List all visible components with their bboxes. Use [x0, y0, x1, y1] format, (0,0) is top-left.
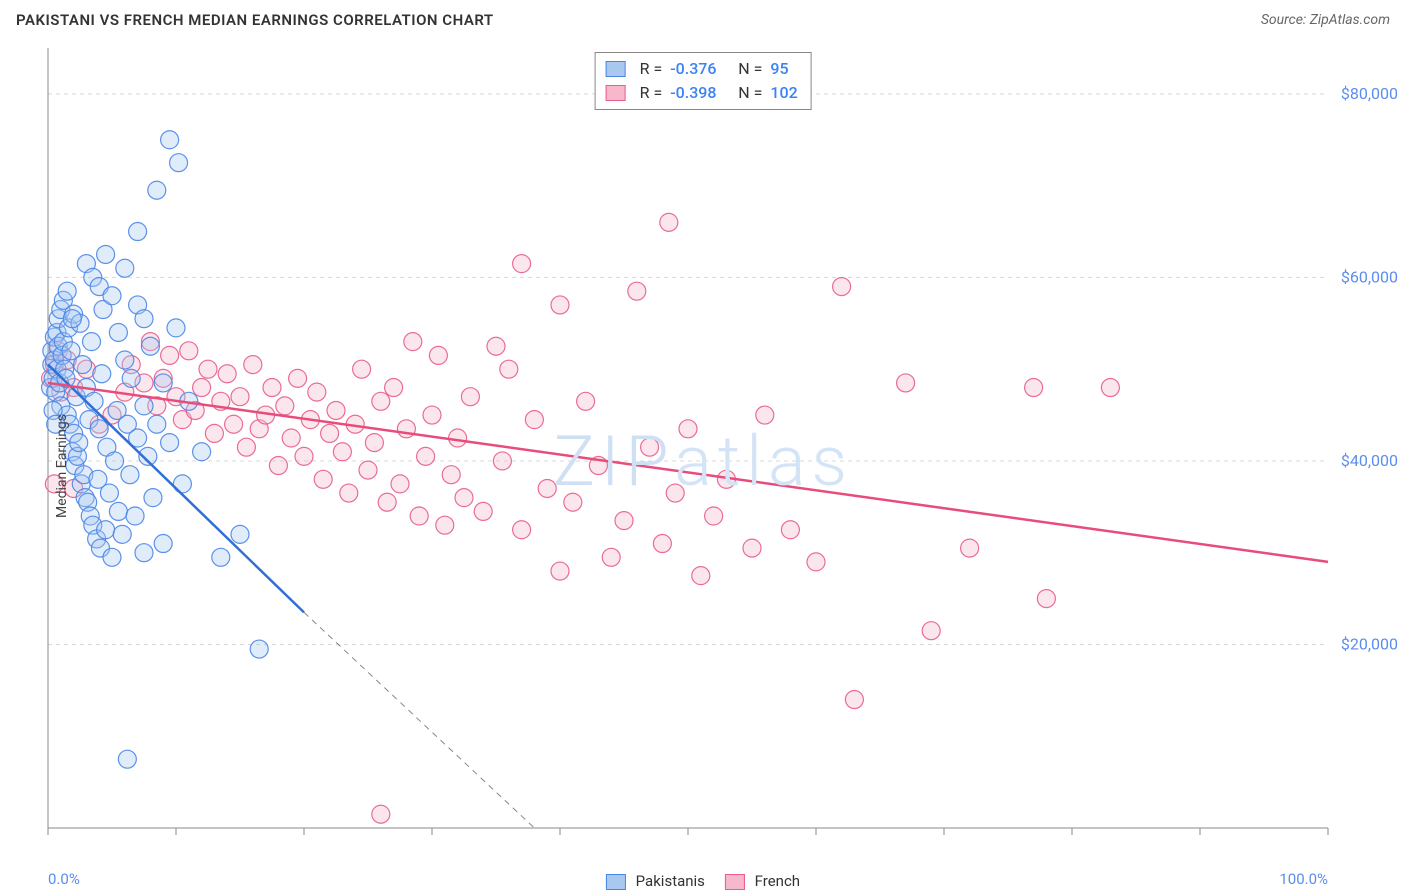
svg-text:$40,000: $40,000 [1341, 451, 1398, 470]
chart-source: Source: ZipAtlas.com [1261, 12, 1390, 28]
svg-text:$20,000: $20,000 [1341, 634, 1398, 653]
stat-r-label: R = [640, 81, 663, 105]
stat-n-label: N = [738, 81, 762, 105]
scatter-chart: $20,000 $40,000 $60,000 $80,000 [0, 40, 1406, 892]
chart-container: Median Earnings $20,000 $40,000 $60,000 $80… [0, 40, 1406, 892]
x-max-label: 100.0% [1279, 870, 1328, 888]
stat-r-value: -0.376 [670, 57, 730, 81]
bottom-legend: Pakistanis French [606, 872, 800, 890]
y-axis-label: Median Earnings [54, 414, 70, 518]
chart-header: PAKISTANI VS FRENCH MEDIAN EARNINGS CORR… [0, 0, 1406, 40]
legend-label: Pakistanis [636, 872, 705, 890]
stat-legend: R = -0.376 N = 95 R = -0.398 N = 102 [595, 52, 812, 110]
stat-n-label: N = [738, 57, 762, 81]
legend-label: French [755, 872, 800, 890]
stat-n-value: 102 [770, 81, 800, 105]
legend-swatch-icon [606, 874, 626, 890]
legend-item: French [725, 872, 800, 890]
legend-swatch-icon [606, 85, 626, 101]
stat-row: R = -0.376 N = 95 [606, 57, 801, 81]
svg-text:$80,000: $80,000 [1341, 84, 1398, 103]
stat-r-value: -0.398 [670, 81, 730, 105]
stat-r-label: R = [640, 57, 663, 81]
stat-n-value: 95 [770, 57, 800, 81]
svg-text:$60,000: $60,000 [1341, 267, 1398, 286]
legend-swatch-icon [606, 61, 626, 77]
stat-row: R = -0.398 N = 102 [606, 81, 801, 105]
legend-item: Pakistanis [606, 872, 705, 890]
x-min-label: 0.0% [48, 870, 80, 888]
chart-title: PAKISTANI VS FRENCH MEDIAN EARNINGS CORR… [16, 11, 494, 29]
legend-swatch-icon [725, 874, 745, 890]
